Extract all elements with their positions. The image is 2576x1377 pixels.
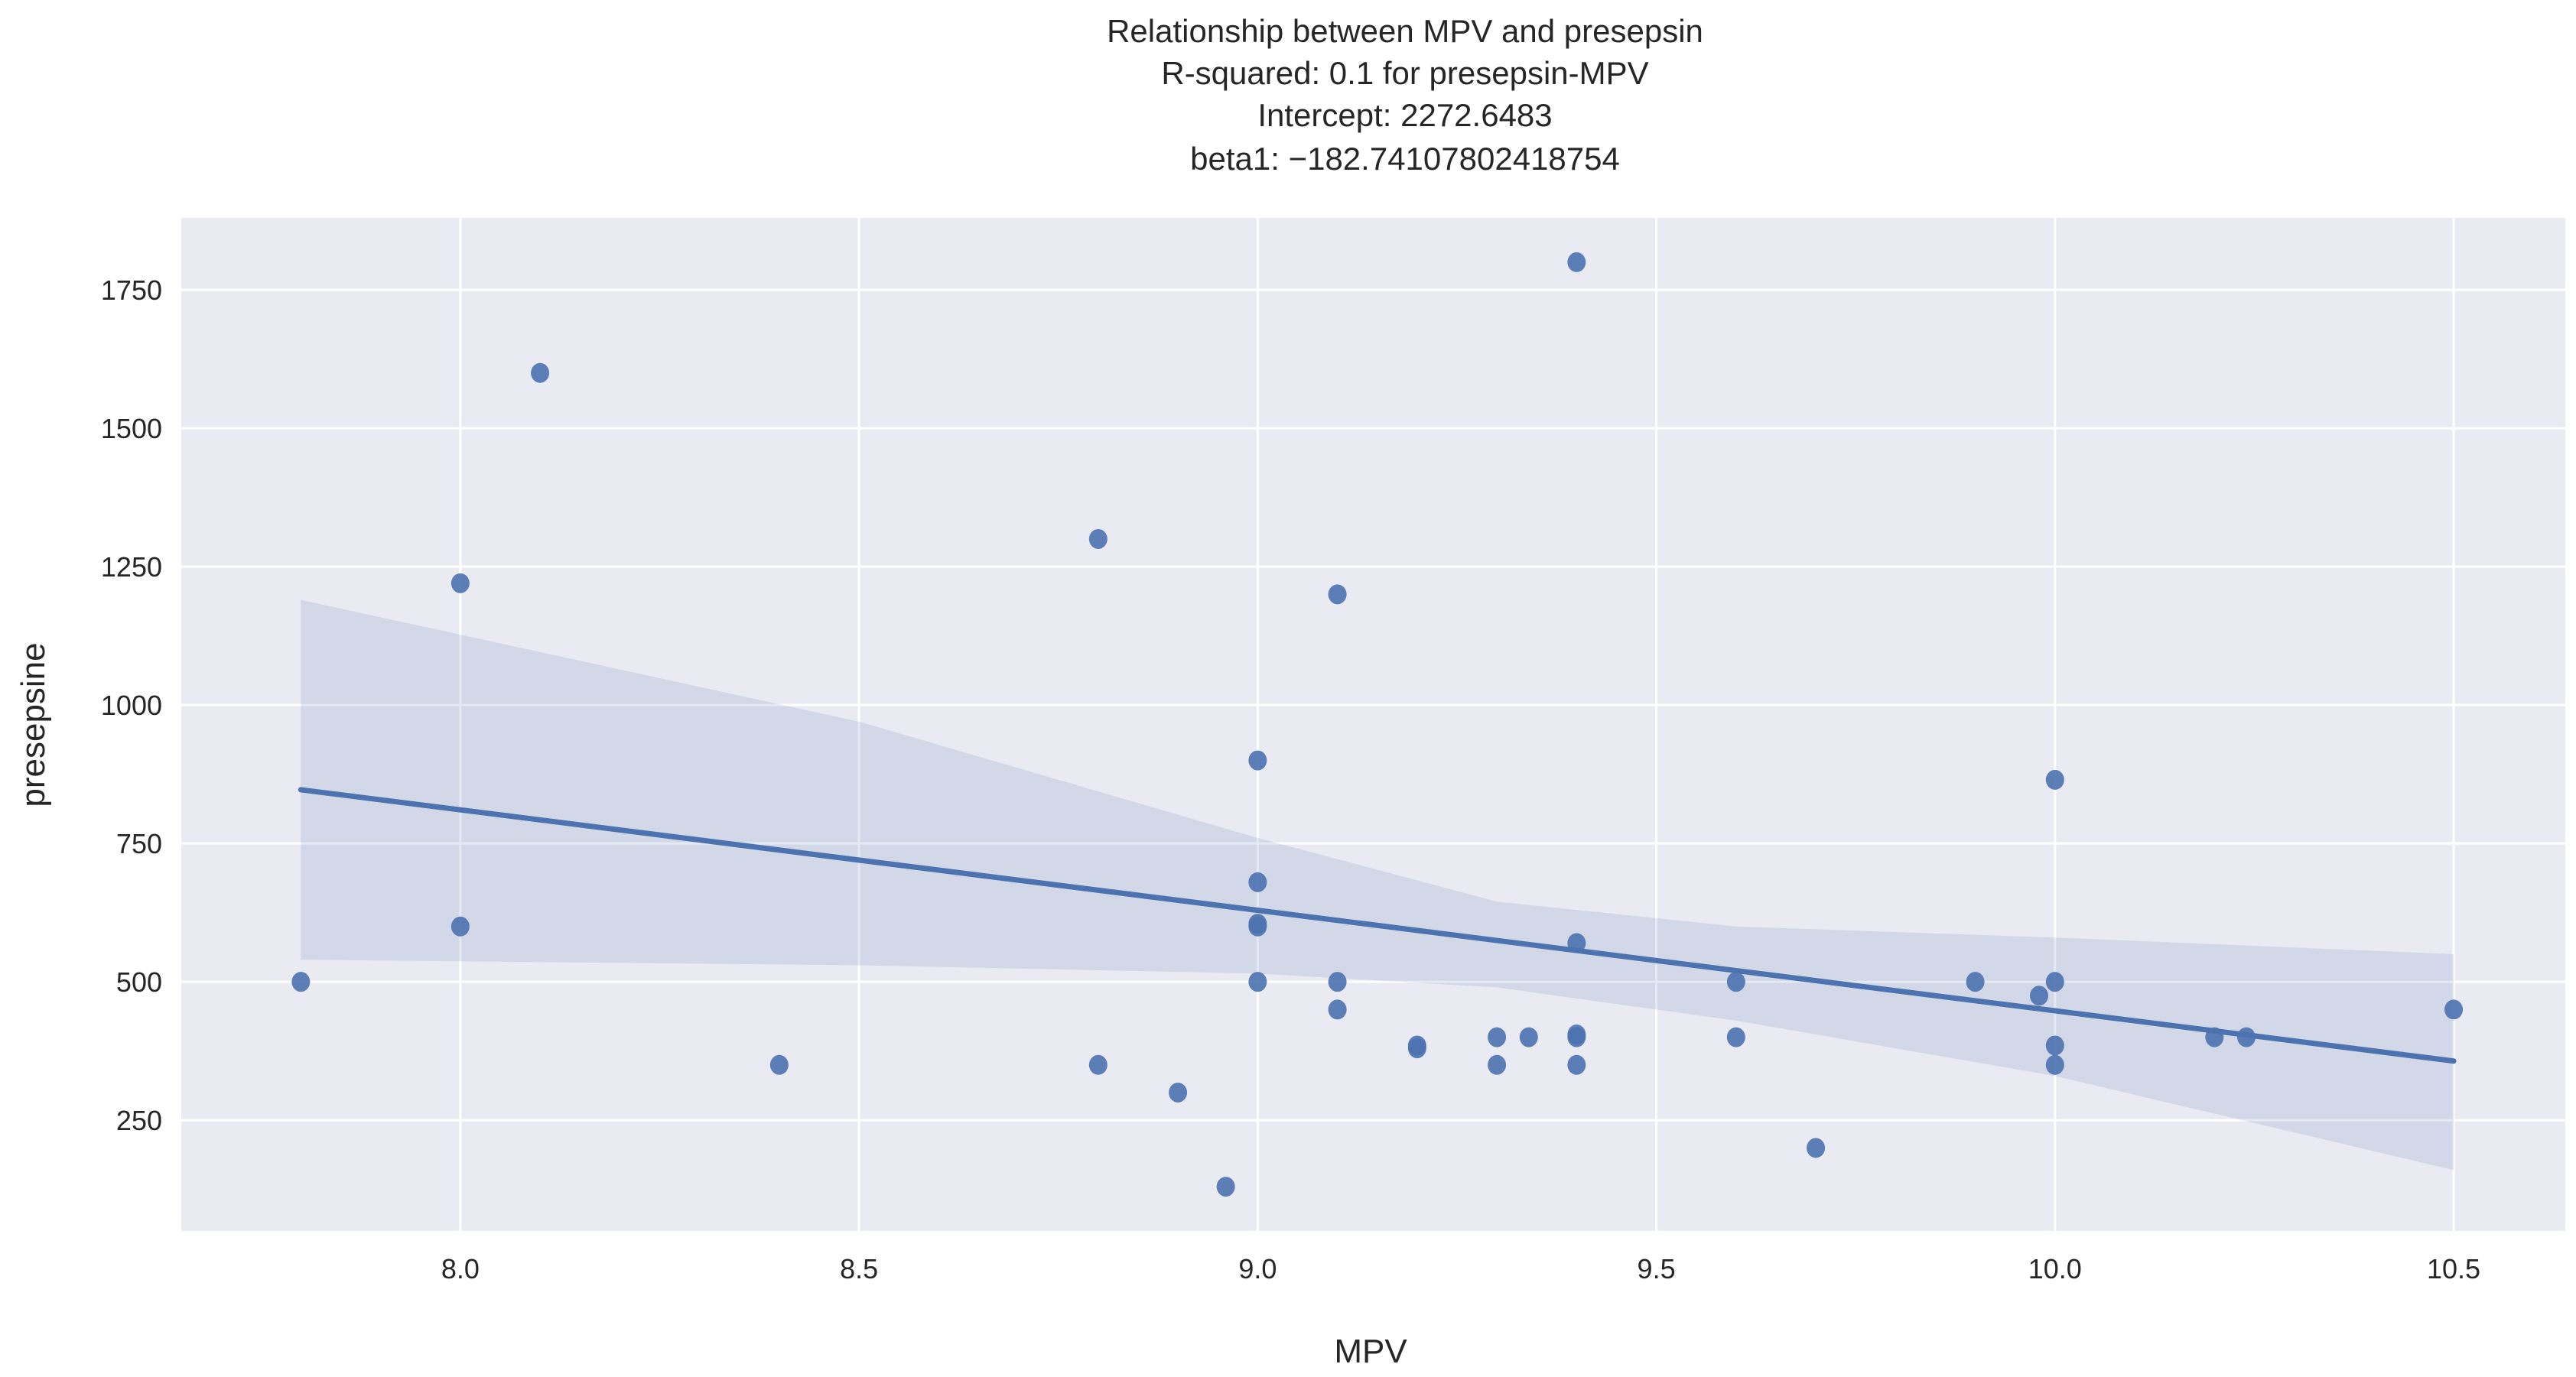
data-points	[291, 252, 2464, 1197]
data-point	[1248, 916, 1267, 937]
y-tick-label: 1500	[101, 413, 162, 444]
data-point	[2237, 1027, 2256, 1047]
x-axis-ticks: 8.0 8.5 9.0 9.5 10.0 10.5	[441, 1253, 2480, 1284]
chart-title: Relationship between MPV and presepsin R…	[1107, 13, 1703, 177]
data-point	[1488, 1027, 1507, 1047]
data-point	[1726, 1027, 1745, 1047]
data-point	[1567, 1027, 1586, 1047]
grid	[181, 218, 2565, 1231]
data-point	[1519, 1027, 1538, 1047]
chart-title-line-4: beta1: −182.74107802418754	[1190, 141, 1620, 177]
y-tick-label: 250	[116, 1105, 162, 1136]
data-point	[1488, 1054, 1507, 1075]
data-point	[2444, 999, 2464, 1020]
data-point	[1407, 1038, 1426, 1059]
data-point	[2045, 1035, 2064, 1056]
data-point	[1567, 252, 1586, 272]
data-point	[291, 972, 311, 992]
data-point	[1088, 1054, 1107, 1075]
x-tick-label: 8.5	[840, 1253, 878, 1284]
y-axis-label: presepsine	[15, 642, 52, 807]
x-tick-label: 9.5	[1638, 1253, 1676, 1284]
y-tick-label: 1250	[101, 551, 162, 583]
chart-title-line-2: R-squared: 0.1 for presepsin-MPV	[1161, 55, 1648, 91]
y-axis-ticks: 250 500 750 1000 1250 1500 1750	[101, 274, 162, 1136]
y-tick-label: 1750	[101, 274, 162, 306]
data-point	[2029, 986, 2048, 1006]
data-point	[1567, 1054, 1586, 1075]
data-point	[1807, 1138, 1826, 1158]
data-point	[1169, 1082, 1188, 1103]
data-point	[1726, 972, 1745, 992]
x-axis-label: MPV	[1334, 1333, 1407, 1370]
data-point	[1248, 872, 1267, 892]
x-tick-label: 10.5	[2427, 1253, 2480, 1284]
data-point	[2205, 1027, 2224, 1047]
data-point	[1328, 584, 1347, 605]
data-point	[1216, 1177, 1235, 1197]
data-point	[1248, 750, 1267, 771]
x-tick-label: 9.0	[1238, 1253, 1277, 1284]
y-tick-label: 750	[116, 828, 162, 859]
data-point	[450, 916, 470, 937]
data-point	[1088, 528, 1107, 549]
data-point	[2045, 769, 2064, 790]
regression-line	[298, 787, 2457, 1064]
data-point	[1248, 972, 1267, 992]
data-point	[531, 362, 550, 383]
y-tick-label: 1000	[101, 690, 162, 721]
chart-title-line-1: Relationship between MPV and presepsin	[1107, 13, 1703, 49]
confidence-band	[301, 599, 2454, 1171]
data-point	[2045, 972, 2064, 992]
x-tick-label: 8.0	[441, 1253, 480, 1284]
data-point	[2045, 1054, 2064, 1075]
chart-title-line-3: Intercept: 2272.6483	[1257, 97, 1552, 133]
data-point	[769, 1054, 789, 1075]
data-point	[1567, 933, 1586, 953]
data-point	[1966, 972, 1985, 992]
plot-area	[181, 218, 2565, 1231]
x-tick-label: 10.0	[2028, 1253, 2082, 1284]
data-point	[450, 573, 470, 593]
data-point	[1328, 999, 1347, 1020]
y-tick-label: 500	[116, 966, 162, 998]
data-point	[1328, 972, 1347, 992]
